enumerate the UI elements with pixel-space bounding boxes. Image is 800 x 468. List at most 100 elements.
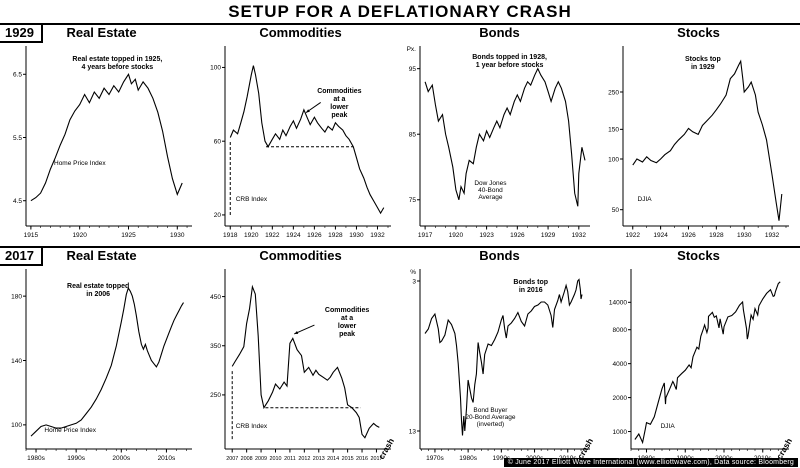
svg-text:1918: 1918 — [223, 232, 238, 239]
svg-text:1990s: 1990s — [67, 455, 85, 462]
svg-text:1990s: 1990s — [492, 455, 510, 462]
svg-text:%: % — [410, 269, 416, 276]
svg-text:60: 60 — [213, 138, 221, 145]
chart-2017-stocks: 1400080004000200010001980s1990s2000s2010… — [608, 269, 794, 462]
svg-text:20: 20 — [213, 212, 221, 219]
svg-text:Bonds top: Bonds top — [513, 279, 548, 286]
svg-text:2016: 2016 — [356, 456, 368, 462]
svg-text:Average: Average — [478, 194, 502, 201]
svg-text:1924: 1924 — [286, 232, 301, 239]
svg-text:at a: at a — [341, 315, 353, 322]
svg-text:4.5: 4.5 — [12, 198, 21, 205]
svg-text:350: 350 — [210, 343, 221, 350]
chart-2017-bonds: 313%1970s1980s1990s2000s2010sBonds topin… — [408, 269, 595, 462]
panel-1929-stocks: Stocks 250 150 100 50 1922 1924 1926 1928 1930 19… — [600, 25, 797, 246]
svg-text:in 2006: in 2006 — [86, 291, 110, 298]
svg-text:150: 150 — [608, 127, 619, 134]
svg-text:Bonds topped in 1928,: Bonds topped in 1928, — [472, 54, 547, 61]
chart-title: Commodities — [259, 25, 342, 40]
title-bar: SETUP FOR A DEFLATIONARY CRASH — [0, 0, 800, 25]
chart-1929-stocks: 250 150 100 50 1922 1924 1926 1928 1930 1932 Stock… — [608, 46, 789, 239]
svg-text:lower: lower — [337, 323, 356, 330]
svg-text:100: 100 — [608, 156, 619, 163]
svg-text:1930: 1930 — [170, 232, 185, 239]
svg-text:2007: 2007 — [226, 456, 238, 462]
svg-text:20-Bond Average: 20-Bond Average — [465, 414, 515, 421]
svg-text:1926: 1926 — [681, 232, 696, 239]
svg-text:1925: 1925 — [121, 232, 136, 239]
svg-text:1922: 1922 — [265, 232, 280, 239]
svg-text:1928: 1928 — [709, 232, 724, 239]
chart-title: Bonds — [479, 25, 520, 40]
svg-text:1920: 1920 — [72, 232, 87, 239]
svg-text:1932: 1932 — [370, 232, 385, 239]
svg-text:4 years before stocks: 4 years before stocks — [81, 64, 153, 71]
svg-text:1932: 1932 — [571, 232, 586, 239]
svg-text:13: 13 — [408, 428, 416, 435]
svg-text:1926: 1926 — [307, 232, 322, 239]
svg-text:Commodities: Commodities — [317, 88, 361, 95]
era-label-2017: 2017 — [0, 248, 43, 266]
svg-text:6.5: 6.5 — [12, 72, 21, 79]
svg-text:2009: 2009 — [255, 456, 267, 462]
svg-text:1924: 1924 — [653, 232, 668, 239]
svg-text:1920: 1920 — [448, 232, 463, 239]
svg-text:peak: peak — [331, 112, 347, 119]
era-label-1929: 1929 — [0, 25, 43, 43]
svg-text:lower: lower — [330, 104, 349, 111]
chart-1929-bonds: 95 85 75 Px. 1917 1920 1923 1926 1929 1932 Bonds t… — [406, 46, 590, 239]
chart-2017-real-estate: 180 140 100 1980s 1990s 2000s 2010s Real estate… — [11, 269, 192, 462]
panel-1929-commodities: Commodities 100 60 20 1918 1920 1922 1924 1926 1… — [202, 25, 399, 246]
row-1929: 1929 Real Estate 6.5 5.5 4.5 1915 1920 1925 19… — [0, 25, 800, 246]
svg-text:2013: 2013 — [312, 456, 324, 462]
svg-text:5.5: 5.5 — [12, 135, 21, 142]
svg-text:Real estate topped in 1925,: Real estate topped in 1925, — [72, 56, 162, 63]
svg-text:(inverted): (inverted) — [476, 421, 503, 428]
svg-text:250: 250 — [608, 89, 619, 96]
svg-text:1980s: 1980s — [27, 455, 45, 462]
svg-text:peak: peak — [339, 331, 355, 338]
svg-text:2010s: 2010s — [157, 455, 175, 462]
svg-text:Home Price Index: Home Price Index — [44, 427, 96, 434]
panel-2017-bonds: Bonds 313%1970s1980s1990s2000s2010sBonds… — [401, 248, 598, 467]
svg-text:180: 180 — [11, 293, 22, 300]
panel-1929-real-estate: Real Estate 6.5 5.5 4.5 1915 1920 1925 1930 Rea… — [3, 25, 200, 246]
svg-text:1000: 1000 — [612, 429, 627, 436]
chart-1929-commodities: 100 60 20 1918 1920 1922 1924 1926 1928 1930 1932 C… — [210, 46, 391, 239]
svg-text:1980s: 1980s — [459, 455, 477, 462]
svg-text:8000: 8000 — [612, 327, 627, 334]
svg-text:1920: 1920 — [244, 232, 259, 239]
chart-title: Stocks — [677, 25, 720, 40]
svg-text:Real estate topped: Real estate topped — [67, 283, 129, 290]
svg-text:140: 140 — [11, 358, 22, 365]
svg-text:3: 3 — [412, 278, 416, 285]
svg-text:4000: 4000 — [612, 361, 627, 368]
svg-text:2000: 2000 — [612, 395, 627, 402]
svg-text:40-Bond: 40-Bond — [478, 187, 503, 194]
svg-text:2014: 2014 — [327, 456, 339, 462]
svg-text:Home Price Index: Home Price Index — [54, 160, 106, 167]
svg-text:2011: 2011 — [284, 456, 296, 462]
svg-text:DJIA: DJIA — [660, 423, 675, 430]
chart-title: Real Estate — [66, 248, 137, 263]
svg-text:1928: 1928 — [328, 232, 343, 239]
panel-2017-real-estate: Real Estate 180 140 100 1980s 1990s 2000s 2010… — [3, 248, 200, 467]
svg-text:1932: 1932 — [764, 232, 779, 239]
svg-text:in 2016: in 2016 — [518, 287, 542, 294]
svg-text:CRB Index: CRB Index — [235, 196, 267, 203]
svg-text:1 year before stocks: 1 year before stocks — [475, 62, 543, 69]
panel-2017-commodities: Commodities 450 350 250 2007 2008 2009 2010 201… — [202, 248, 399, 467]
svg-text:2008: 2008 — [240, 456, 252, 462]
chart-title: Bonds — [479, 248, 520, 263]
svg-text:2000s: 2000s — [112, 455, 130, 462]
svg-text:Dow Jones: Dow Jones — [474, 180, 507, 187]
svg-text:100: 100 — [11, 422, 22, 429]
svg-text:Bond Buyer: Bond Buyer — [473, 407, 508, 414]
chart-title: Stocks — [677, 248, 720, 263]
svg-text:95: 95 — [408, 66, 416, 73]
svg-text:85: 85 — [408, 132, 416, 139]
svg-text:1970s: 1970s — [426, 455, 444, 462]
chart-title: Commodities — [259, 248, 342, 263]
svg-text:250: 250 — [210, 392, 221, 399]
